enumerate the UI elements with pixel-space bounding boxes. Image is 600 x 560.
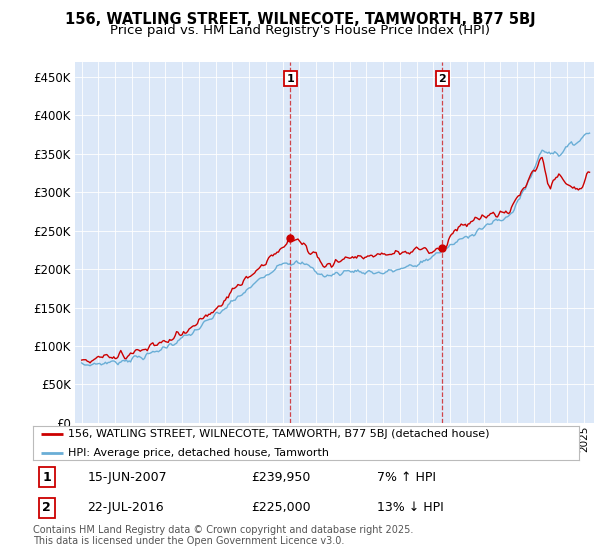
Text: Price paid vs. HM Land Registry's House Price Index (HPI): Price paid vs. HM Land Registry's House …: [110, 24, 490, 36]
Text: 13% ↓ HPI: 13% ↓ HPI: [377, 501, 444, 515]
Text: Contains HM Land Registry data © Crown copyright and database right 2025.
This d: Contains HM Land Registry data © Crown c…: [33, 525, 413, 547]
Text: 1: 1: [42, 470, 51, 484]
Text: £225,000: £225,000: [251, 501, 311, 515]
Text: 156, WATLING STREET, WILNECOTE, TAMWORTH, B77 5BJ (detached house): 156, WATLING STREET, WILNECOTE, TAMWORTH…: [68, 430, 490, 439]
Text: 7% ↑ HPI: 7% ↑ HPI: [377, 470, 436, 484]
Text: 156, WATLING STREET, WILNECOTE, TAMWORTH, B77 5BJ: 156, WATLING STREET, WILNECOTE, TAMWORTH…: [65, 12, 535, 27]
Text: 1: 1: [286, 73, 294, 83]
Text: 2: 2: [439, 73, 446, 83]
Text: 15-JUN-2007: 15-JUN-2007: [88, 470, 167, 484]
Text: HPI: Average price, detached house, Tamworth: HPI: Average price, detached house, Tamw…: [68, 447, 329, 458]
Text: 22-JUL-2016: 22-JUL-2016: [88, 501, 164, 515]
Text: £239,950: £239,950: [251, 470, 311, 484]
Text: 2: 2: [42, 501, 51, 515]
